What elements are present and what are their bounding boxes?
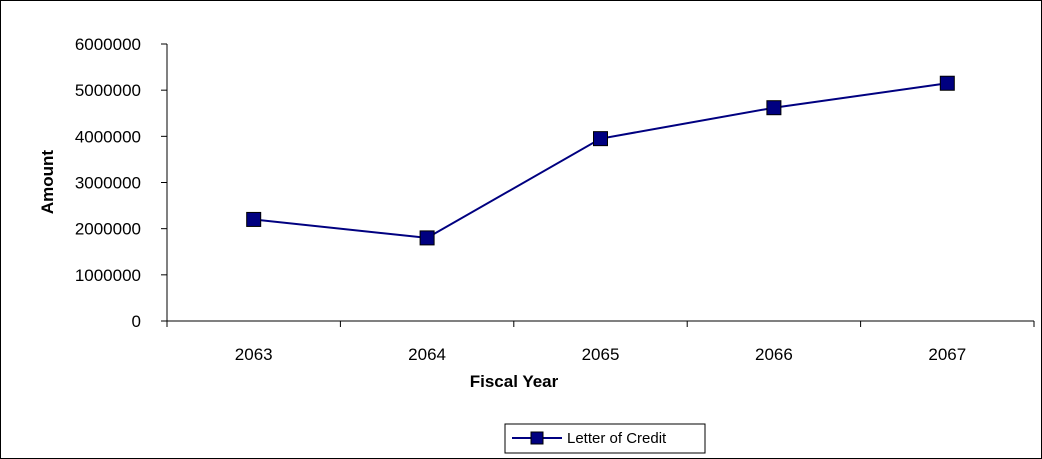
x-tick-label: 2063 bbox=[235, 345, 273, 364]
x-tick-label: 2067 bbox=[928, 345, 966, 364]
data-point-marker bbox=[419, 230, 435, 246]
x-tick-label: 2066 bbox=[755, 345, 793, 364]
x-tick-label: 2065 bbox=[582, 345, 620, 364]
series-line bbox=[253, 82, 948, 239]
y-axis-title: Amount bbox=[38, 150, 57, 215]
y-tick-label: 5000000 bbox=[75, 81, 141, 100]
y-tick-label: 0 bbox=[132, 312, 141, 331]
data-point-marker bbox=[766, 100, 782, 116]
legend-marker-swatch bbox=[530, 431, 544, 445]
data-point-marker bbox=[593, 131, 608, 147]
x-axis-title: Fiscal Year bbox=[470, 372, 559, 391]
data-point-marker bbox=[246, 211, 262, 227]
y-tick-label: 2000000 bbox=[75, 220, 141, 239]
x-tick-labels: 2063 2064 2065 2066 2067 bbox=[166, 321, 1035, 364]
y-tick-label: 1000000 bbox=[75, 266, 141, 285]
series-layer bbox=[246, 75, 955, 246]
y-tick-label: 6000000 bbox=[75, 35, 141, 54]
x-tick-label: 2064 bbox=[408, 345, 446, 364]
y-tick-label: 4000000 bbox=[75, 127, 141, 146]
y-tick-labels: 0 1000000 2000000 3000000 4000000 5000000 6000… bbox=[75, 35, 167, 331]
legend-label: Letter of Credit bbox=[567, 430, 667, 447]
y-tick-label: 3000000 bbox=[75, 174, 141, 193]
data-point-marker bbox=[939, 75, 955, 91]
legend: Letter of Credit bbox=[504, 423, 706, 454]
